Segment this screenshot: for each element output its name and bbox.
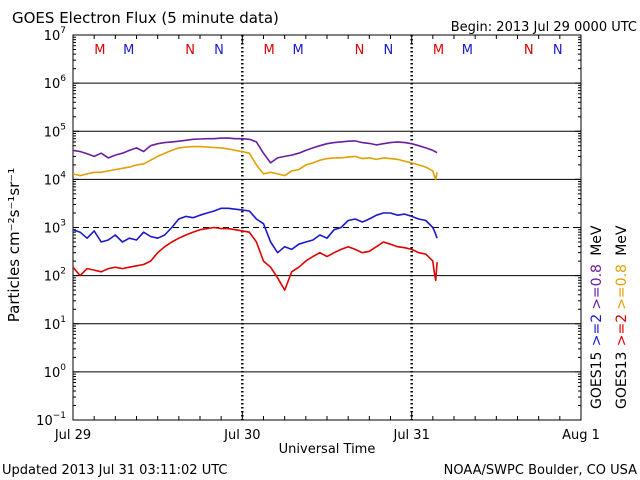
chart-title: GOES Electron Flux (5 minute data) — [12, 9, 279, 27]
legend-entry: >=0.8 — [614, 264, 630, 310]
plot-area: 10−1 100 101 102 103 104 105 106 107 Jul 29 Jul 3… — [36, 26, 600, 443]
legend-entry: GOES13 — [614, 352, 630, 409]
x-tick-label: Jul 30 — [223, 428, 260, 443]
legend: GOES15 >=2 >=0.8 MeV GOES13 >=2 >=0.8 MeV — [589, 225, 630, 409]
day-marker-label: M — [433, 43, 444, 58]
day-marker-label: N — [214, 43, 224, 58]
y-tick-label: 103 — [44, 219, 66, 237]
series-line — [72, 145, 438, 181]
updated-label: Updated 2013 Jul 31 03:11:02 UTC — [2, 463, 227, 478]
x-tick-label: Jul 29 — [54, 428, 91, 443]
series-line — [72, 226, 438, 291]
series-line — [72, 207, 438, 254]
day-marker-label: M — [264, 43, 275, 58]
day-marker-label: N — [524, 43, 534, 58]
day-marker-label: N — [185, 43, 195, 58]
y-tick-label: 100 — [44, 363, 67, 381]
legend-entry: GOES15 — [589, 352, 605, 409]
legend-entry: >=0.8 — [589, 264, 605, 310]
legend-entry: MeV — [614, 225, 630, 256]
x-tick-label: Jul 31 — [392, 428, 429, 443]
day-marker-label: N — [355, 43, 365, 58]
day-marker-label: N — [384, 43, 394, 58]
y-axis-label: Particles cm⁻²s⁻¹sr⁻¹ — [5, 168, 23, 322]
y-tick-label: 102 — [44, 267, 66, 285]
credit-label: NOAA/SWPC Boulder, CO USA — [444, 463, 637, 478]
y-tick-label: 105 — [44, 122, 66, 140]
x-axis-label: Universal Time — [279, 442, 376, 457]
x-tick-label: Aug 1 — [562, 428, 600, 443]
y-tick-label: 10−1 — [36, 411, 66, 429]
y-tick-label: 106 — [44, 74, 67, 92]
legend-entry: >=2 — [589, 314, 605, 346]
series-line — [72, 137, 438, 164]
legend-entry: MeV — [589, 225, 605, 256]
begin-label: Begin: 2013 Jul 29 0000 UTC — [451, 20, 637, 35]
day-marker-label: M — [292, 43, 303, 58]
y-tick-label: 104 — [44, 170, 67, 188]
day-marker-label: M — [94, 43, 105, 58]
day-marker-label: M — [123, 43, 134, 58]
legend-entry: >=2 — [614, 314, 630, 346]
day-marker-label: N — [553, 43, 563, 58]
y-tick-label: 101 — [44, 315, 66, 333]
y-tick-label: 107 — [44, 26, 66, 44]
day-marker-label: M — [462, 43, 473, 58]
